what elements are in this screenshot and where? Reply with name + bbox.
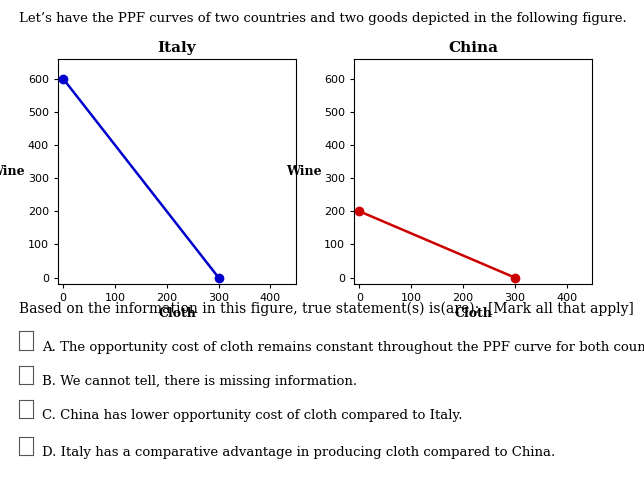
Text: A. The opportunity cost of cloth remains constant throughout the PPF curve for b: A. The opportunity cost of cloth remains… — [42, 341, 644, 354]
Title: Italy: Italy — [158, 41, 196, 55]
Y-axis label: Wine: Wine — [0, 165, 25, 178]
Y-axis label: Wine: Wine — [286, 165, 321, 178]
Text: D. Italy has a comparative advantage in producing cloth compared to China.: D. Italy has a comparative advantage in … — [42, 446, 555, 459]
Text: Based on the information in this figure, true statement(s) is(are):  [Mark all t: Based on the information in this figure,… — [19, 301, 634, 316]
Text: Let’s have the PPF curves of two countries and two goods depicted in the followi: Let’s have the PPF curves of two countri… — [19, 12, 627, 25]
Text: C. China has lower opportunity cost of cloth compared to Italy.: C. China has lower opportunity cost of c… — [42, 409, 462, 422]
Text: B. We cannot tell, there is missing information.: B. We cannot tell, there is missing info… — [42, 375, 357, 388]
X-axis label: Cloth: Cloth — [455, 307, 492, 320]
X-axis label: Cloth: Cloth — [158, 307, 196, 320]
Title: China: China — [448, 41, 498, 55]
